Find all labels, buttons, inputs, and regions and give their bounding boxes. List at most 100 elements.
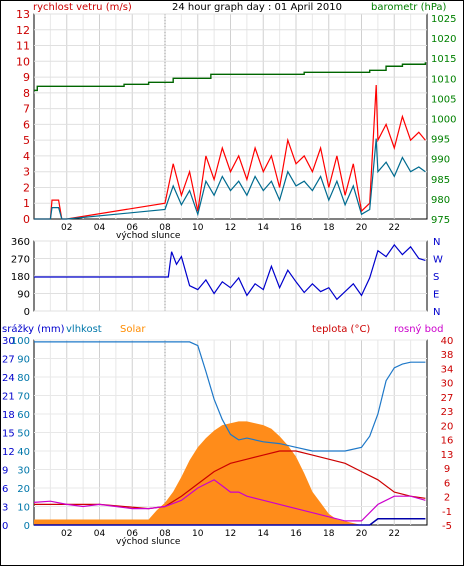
humidity-tick: 90 — [17, 355, 30, 366]
rain-tick: 9 — [2, 466, 8, 477]
y-tick-left: 8 — [23, 87, 30, 100]
y-tick-left: 270 — [11, 255, 30, 266]
rain-tick: 24 — [2, 373, 15, 384]
x-tick-label: 18 — [323, 223, 335, 233]
y-tick-right: 990 — [431, 155, 450, 166]
y-tick-right: 1020 — [431, 34, 456, 45]
temperature-label: teplota (°C) — [312, 324, 370, 335]
humidity-tick: 60 — [17, 410, 30, 421]
rain-tick: 27 — [2, 355, 15, 366]
y-tick-right: 1000 — [431, 115, 456, 126]
humidity-tick: 70 — [17, 392, 30, 403]
x-tick-label: 12 — [225, 223, 236, 233]
y-tick-left: 180 — [11, 272, 30, 283]
x-tick-label: 10 — [192, 223, 204, 233]
rain-line — [34, 518, 426, 526]
wind-speed-label: rychlost vetru (m/s) — [33, 2, 132, 13]
temp-tick: 20 — [441, 421, 454, 432]
y-tick-left: 4 — [23, 150, 30, 163]
humidity-line — [34, 341, 426, 452]
y-tick-left: 7 — [23, 103, 30, 116]
direction-letter: W — [433, 255, 443, 266]
rain-tick: 18 — [2, 410, 15, 421]
rain-label: srážky (mm) — [2, 323, 65, 335]
humidity-tick: 0 — [24, 521, 30, 532]
x-tick-label: 14 — [258, 223, 270, 233]
y-tick-right: 1025 — [431, 14, 456, 25]
y-tick-left: 360 — [11, 237, 30, 248]
y-tick-right: 975 — [431, 215, 450, 226]
rain-tick: 30 — [2, 336, 15, 347]
y-tick-left: 5 — [23, 134, 30, 147]
humidity-tick: 40 — [17, 447, 30, 458]
humidity-tick: 80 — [17, 373, 30, 384]
y-tick-right: 985 — [431, 175, 450, 186]
x-tick-label: 16 — [290, 223, 302, 233]
temp-tick: -5 — [442, 521, 452, 532]
temp-tick: 16 — [441, 436, 454, 447]
temp-tick: 23 — [441, 407, 454, 418]
x-tick-label: 08 — [159, 529, 171, 539]
x-tick-label: 20 — [356, 529, 368, 539]
temp-tick: 38 — [441, 350, 454, 361]
solar-label: Solar — [120, 324, 146, 335]
y-tick-left: 10 — [16, 55, 30, 68]
y-tick-left: 11 — [16, 40, 30, 53]
direction-letter: N — [433, 307, 440, 318]
temp-tick: 34 — [441, 364, 454, 375]
direction-letter: S — [433, 272, 439, 283]
humidity-tick: 30 — [17, 466, 30, 477]
temperature-line — [34, 450, 426, 510]
humidity-tick: 50 — [17, 429, 30, 440]
sunrise-label-top: východ slunce — [116, 231, 181, 241]
x-tick-label: 02 — [61, 223, 72, 233]
y-tick-left: 12 — [16, 24, 30, 37]
x-tick-label: 20 — [356, 223, 368, 233]
direction-letter: E — [433, 290, 439, 301]
rain-tick: 6 — [2, 484, 8, 495]
rain-tick: 0 — [2, 521, 8, 532]
x-tick-label: 16 — [290, 529, 302, 539]
rain-tick: 21 — [2, 392, 15, 403]
rain-tick: 3 — [2, 503, 8, 514]
x-tick-label: 08 — [159, 223, 171, 233]
y-tick-left: 0 — [23, 213, 30, 226]
y-tick-right: 1010 — [431, 74, 456, 85]
rain-tick: 15 — [2, 429, 15, 440]
x-tick-label: 22 — [389, 529, 400, 539]
humidity-tick: 20 — [17, 484, 30, 495]
temp-tick: 27 — [441, 393, 454, 404]
y-tick-right: 1015 — [431, 54, 456, 65]
y-tick-right: 995 — [431, 135, 450, 146]
y-tick-left: 9 — [23, 71, 30, 84]
x-tick-label: 04 — [94, 529, 106, 539]
sunrise-label-bottom: východ slunce — [116, 537, 181, 547]
humidity-label: vlhkost — [66, 324, 102, 335]
y-tick-right: 1005 — [431, 94, 456, 105]
x-tick-label: 22 — [389, 223, 400, 233]
wind-average-line — [34, 138, 426, 220]
temp-tick: 6 — [444, 478, 450, 489]
x-tick-label: 04 — [94, 223, 106, 233]
humidity-tick: 100 — [11, 336, 30, 347]
temp-tick: 40 — [441, 336, 454, 347]
y-tick-left: 1 — [23, 197, 30, 210]
barometer-label: barometr (hPa) — [371, 2, 447, 13]
y-tick-left: 2 — [23, 181, 30, 194]
dew-point-label: rosný bod — [394, 323, 443, 335]
y-tick-left: 6 — [23, 118, 30, 131]
humidity-tick: 10 — [17, 503, 30, 514]
y-tick-left: 13 — [16, 8, 30, 21]
y-tick-left: 3 — [23, 166, 30, 179]
temp-tick: 2 — [444, 493, 450, 504]
temp-tick: 30 — [441, 379, 454, 390]
y-tick-left: 0 — [24, 307, 30, 318]
wind-gust-line — [34, 84, 426, 220]
x-tick-label: 10 — [192, 529, 204, 539]
x-tick-label: 14 — [258, 529, 270, 539]
temp-tick: 13 — [441, 450, 454, 461]
direction-letter: N — [433, 237, 440, 248]
chart-title: 24 hour graph day : 01 April 2010 — [172, 2, 342, 13]
